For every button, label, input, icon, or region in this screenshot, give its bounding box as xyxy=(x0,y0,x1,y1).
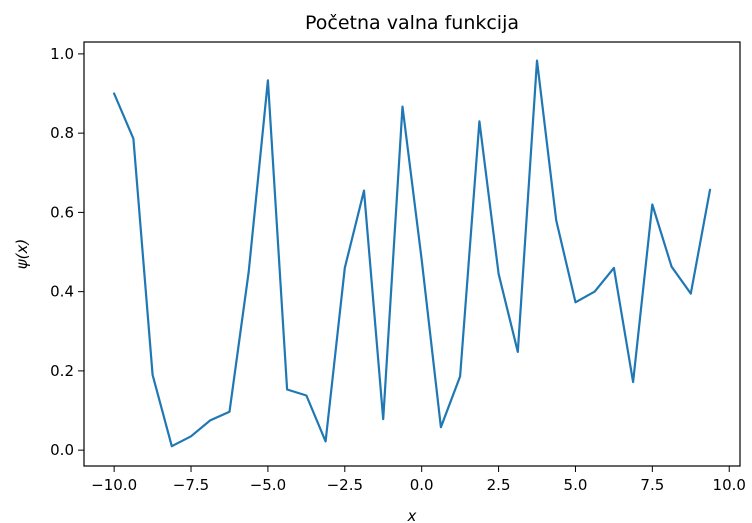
x-tick-label: 7.5 xyxy=(640,476,664,494)
x-tick-label: −5.0 xyxy=(250,476,286,494)
x-tick-label: 2.5 xyxy=(487,476,511,494)
x-tick-label: −7.5 xyxy=(173,476,209,494)
y-tick-label: 0.2 xyxy=(50,362,74,380)
y-tick-label: 0.8 xyxy=(50,124,74,142)
x-axis-ticks: −10.0 −7.5 −5.0 −2.5 0.0 2.5 5.0 7.5 10.0 xyxy=(91,466,746,494)
y-axis-ticks: 0.0 0.2 0.4 0.6 0.8 1.0 xyxy=(50,45,84,459)
x-tick-label: 0.0 xyxy=(410,476,434,494)
x-tick-label: −2.5 xyxy=(327,476,363,494)
plot-frame xyxy=(83,41,741,467)
series-line xyxy=(112,59,712,448)
y-axis-label: ψ(x) xyxy=(13,239,31,269)
x-axis-label: x xyxy=(407,507,417,523)
x-tick-label: −10.0 xyxy=(91,476,137,494)
series-group xyxy=(112,59,712,448)
x-tick-label: 10.0 xyxy=(713,476,746,494)
y-tick-label: 0.0 xyxy=(50,441,74,459)
y-tick-label: 0.4 xyxy=(50,283,74,301)
axes: −10.0 −7.5 −5.0 −2.5 0.0 2.5 5.0 7.5 10.0 0.0 0.2… xyxy=(50,41,746,494)
x-tick-label: 5.0 xyxy=(564,476,588,494)
y-tick-label: 0.6 xyxy=(50,203,74,221)
y-tick-label: 1.0 xyxy=(50,45,74,63)
chart-title: Početna valna funkcija xyxy=(305,12,519,34)
